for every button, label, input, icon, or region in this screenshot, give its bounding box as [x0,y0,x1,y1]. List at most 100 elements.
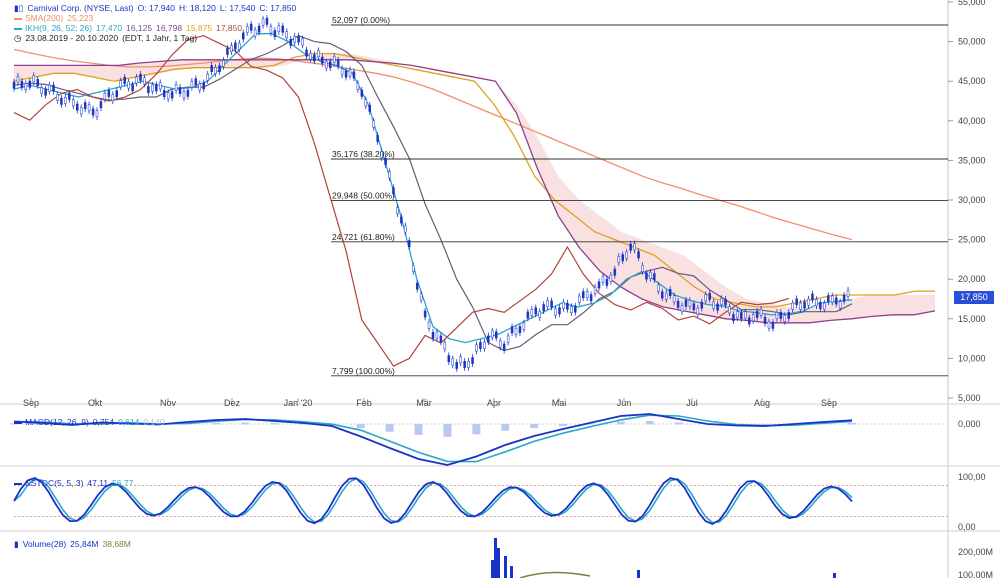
candle-body [427,321,431,329]
fib-level-label: 24,721 (61.80%) [332,232,395,242]
candle-body [830,295,834,303]
candle-body [230,45,233,52]
volume-value: 25,84M [70,539,99,549]
candle-body [522,322,526,330]
candle-body [415,282,419,290]
candle-body [688,299,692,307]
clock-icon: ◷ [14,33,22,43]
macd-hist-bar [645,421,654,425]
candle-body [815,299,818,307]
candle-body [613,268,617,276]
macd-hist-bar [559,424,568,426]
volume-bar [497,548,500,578]
candle-body [182,91,186,99]
candle-body [139,73,142,81]
candle-body [498,340,502,348]
candle-body [64,97,67,104]
stoc-y-label-0: 0,00 [958,522,976,532]
macd-value: 0,754 [92,417,115,427]
candle-body [629,243,632,251]
ikh-label: IKH(9, 26, 52; 26) [25,23,93,33]
candle-body [147,86,150,94]
y-tick-label: 45,000 [958,76,986,86]
candle-body [99,101,103,109]
candle-body [483,341,486,349]
date-range: 23.08.2019 - 20.10.2020 [25,33,119,43]
candle-body [451,358,455,366]
y-tick-label: 55,000 [958,0,986,7]
candle-body [20,80,24,88]
instrument-name: Carnival Corp. (NYSE, Last) [27,3,134,13]
candle-body [159,82,162,90]
candle-body [325,61,328,69]
candle-body [838,301,842,309]
candle-body [190,80,194,88]
candle-body [728,306,731,314]
candle-body [111,94,115,102]
candle-body [313,54,316,62]
legend-ikh: IKH(9, 26, 52; 26) 17,470 16,125 16,798 15,8… [14,23,300,33]
candle-body [242,32,245,40]
stoc-label: SSTOC(5, 5, 3) [25,478,84,488]
candle-body [285,31,288,39]
macd-hist-bar [848,422,856,425]
candle-body [60,97,63,105]
candle-body [704,294,707,302]
volume-avg-line [519,571,591,578]
volume-bar [494,538,497,578]
candle-body [419,293,423,301]
candle-body [166,92,170,100]
candle-body [277,25,281,32]
candle-body [653,273,656,281]
candle-body [301,38,304,46]
candle-body [645,272,648,280]
candle-body [123,76,126,84]
candle-body [75,103,79,111]
candle-body [680,305,684,313]
macd-hist-bar [443,424,452,437]
candle-body [194,78,198,86]
candle-body [799,302,802,310]
stoc-k-line [13,477,853,526]
candle-body [368,104,372,112]
span-a-line [13,52,935,308]
x-tick-label: Jul [686,398,698,408]
candle-body [253,29,257,37]
candle-body [696,307,700,315]
last-price-tag: 17,850 [954,291,994,304]
candle-body [475,344,478,352]
macd-hist-bar [472,424,481,435]
candle-body [439,335,443,343]
candle-body [257,25,261,33]
y-tick-label: 40,000 [958,116,986,126]
x-tick-label: Mai [552,398,567,408]
candle-body [514,327,518,335]
candle-body [269,26,273,34]
candle-body [289,38,292,46]
candle-body [649,271,652,279]
candle-body [526,311,530,319]
candle-body [162,90,166,97]
volume-icon: ▮ [14,539,19,549]
close-value: C: 17,850 [259,3,297,13]
candle-body [641,265,644,273]
y-tick-label: 10,000 [958,353,986,363]
candle-body [431,331,435,339]
candle-body [317,50,320,58]
candle-body [803,301,806,309]
candle-body [601,275,605,283]
x-tick-label: Dez [224,398,241,408]
macd-hist-bar [587,423,596,425]
candle-body [435,331,439,339]
candle-body [732,314,735,321]
candle-body [589,294,593,302]
candle-body [574,305,577,313]
candle-body [72,99,75,107]
ikh-kijun: 16,125 [126,23,153,33]
candle-body [281,25,285,33]
macd-panel: 0,000 [10,413,981,466]
candle-body [155,84,158,92]
candle-body [352,71,356,79]
